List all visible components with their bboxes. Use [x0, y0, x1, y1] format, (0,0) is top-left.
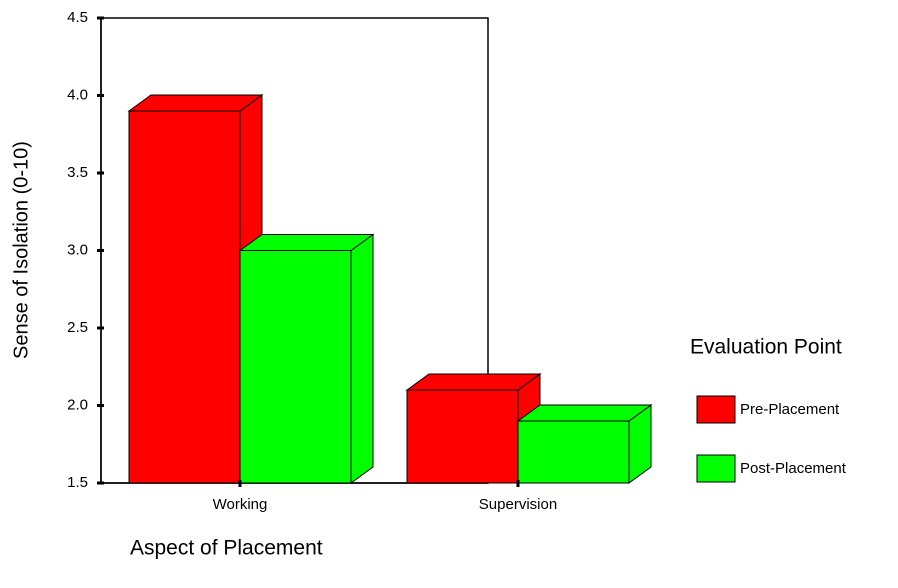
legend-swatch — [696, 395, 736, 424]
bar — [517, 420, 630, 484]
y-tick-label: 2.5 — [67, 319, 88, 336]
y-tick-label: 4.0 — [67, 86, 88, 103]
bar-top — [127, 94, 264, 112]
bar — [128, 110, 241, 484]
y-tick-label: 4.5 — [67, 9, 88, 26]
bar — [406, 389, 519, 484]
x-tick-label: Working — [213, 496, 268, 513]
legend-label: Post-Placement — [740, 460, 847, 477]
bar — [239, 250, 352, 484]
bar-top — [238, 234, 375, 251]
y-tick-label: 3.5 — [67, 164, 88, 181]
y-tick-label: 1.5 — [67, 474, 88, 491]
bar-top — [516, 404, 653, 422]
x-tick-label: Supervision — [479, 496, 557, 513]
legend-label: Pre-Placement — [740, 401, 840, 418]
y-axis-title: Sense of Isolation (0-10) — [10, 141, 32, 359]
bar-top — [405, 373, 542, 391]
bar-side — [350, 233, 374, 484]
y-tick-label: 3.0 — [67, 241, 88, 258]
x-axis-title: Aspect of Placement — [130, 537, 323, 560]
legend-swatch — [696, 454, 736, 483]
legend-title: Evaluation Point — [690, 336, 842, 359]
y-tick-label: 2.0 — [67, 396, 88, 413]
